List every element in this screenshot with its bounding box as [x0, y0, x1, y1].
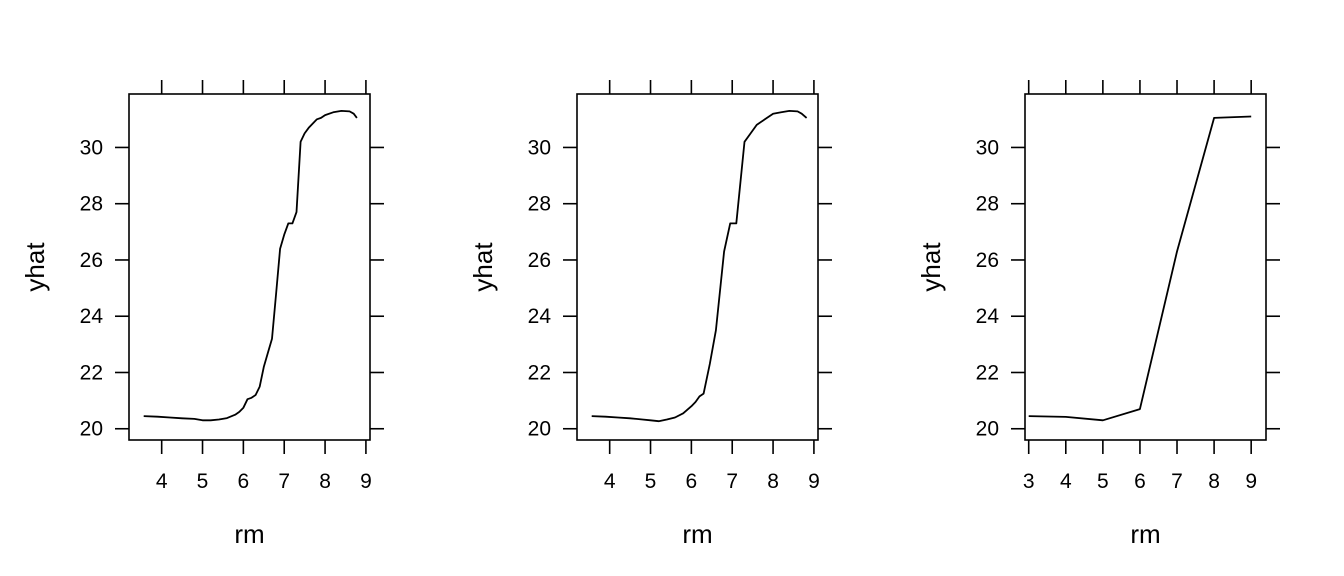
chart-panel-3: 3 4 5 6 7 8 9 20 22 24 26 28 30 rm yhat — [916, 80, 1280, 549]
x-axis-label: rm — [682, 519, 712, 549]
chart-panel-1: 4 5 6 7 8 9 20 22 24 26 28 30 rm yhat — [20, 80, 384, 549]
y-tick-label: 30 — [80, 136, 103, 159]
y-tick-label: 28 — [528, 193, 551, 216]
x-tick-label: 5 — [197, 470, 209, 493]
series-line — [1028, 115, 1252, 422]
y-tick-label: 24 — [976, 305, 1000, 328]
x-tick-label: 3 — [1023, 470, 1035, 493]
y-tick-label: 30 — [976, 136, 999, 159]
y-tick-label: 30 — [528, 136, 551, 159]
series-line — [143, 110, 358, 422]
x-tick-label: 4 — [604, 470, 616, 493]
y-tick-label: 20 — [976, 418, 999, 441]
y-tick-label: 26 — [80, 249, 103, 272]
y-tick-label: 28 — [80, 193, 103, 216]
y-tick-label: 22 — [976, 361, 999, 384]
plot-frame — [1024, 93, 1267, 441]
x-tick-label: 5 — [1097, 470, 1109, 493]
y-axis-label: yhat — [916, 242, 946, 292]
x-tick-label: 4 — [156, 470, 168, 493]
x-tick-label: 9 — [808, 470, 820, 493]
y-tick-label: 26 — [976, 249, 999, 272]
x-tick-label: 7 — [278, 470, 290, 493]
x-tick-label: 7 — [1171, 470, 1183, 493]
x-tick-label: 9 — [1245, 470, 1257, 493]
y-tick-label: 28 — [976, 193, 999, 216]
x-tick-label: 8 — [319, 470, 331, 493]
chart-panel-2: 4 5 6 7 8 9 20 22 24 26 28 30 rm yhat — [468, 80, 832, 549]
y-tick-label: 22 — [80, 361, 103, 384]
x-tick-label: 9 — [360, 470, 372, 493]
series-line — [591, 110, 808, 423]
plot-frame — [576, 93, 819, 441]
y-tick-label: 26 — [528, 249, 551, 272]
x-axis-label: rm — [1130, 519, 1160, 549]
x-tick-label: 8 — [1208, 470, 1220, 493]
x-tick-label: 7 — [726, 470, 738, 493]
x-tick-label: 6 — [686, 470, 698, 493]
x-tick-label: 5 — [645, 470, 657, 493]
y-axis-label: yhat — [20, 242, 50, 292]
plot-frame — [128, 93, 371, 441]
x-tick-label: 6 — [238, 470, 250, 493]
y-tick-label: 22 — [528, 361, 551, 384]
y-tick-label: 20 — [80, 418, 103, 441]
x-axis-label: rm — [234, 519, 264, 549]
x-tick-label: 8 — [767, 470, 779, 493]
x-tick-label: 4 — [1060, 470, 1072, 493]
y-tick-label: 24 — [528, 305, 552, 328]
y-tick-label: 24 — [80, 305, 104, 328]
y-axis-label: yhat — [468, 242, 498, 292]
x-tick-label: 6 — [1134, 470, 1146, 493]
y-tick-label: 20 — [528, 418, 551, 441]
